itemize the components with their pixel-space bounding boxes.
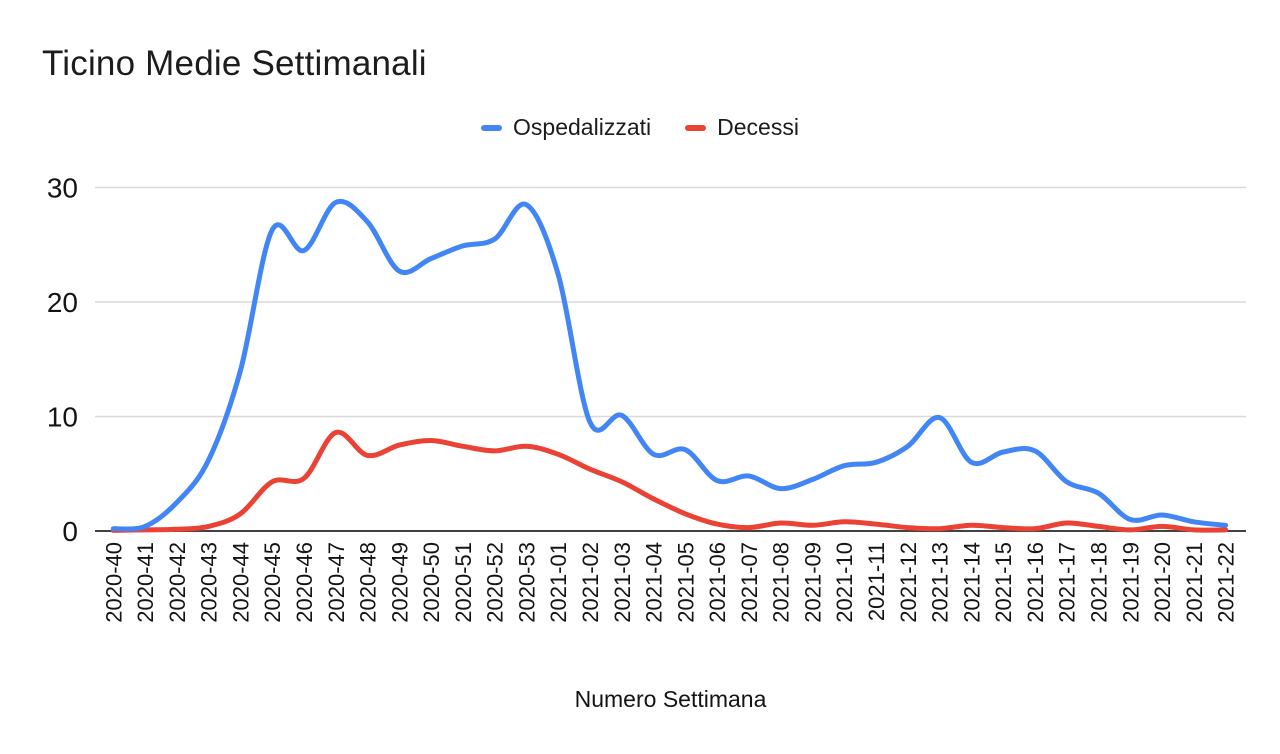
x-tick-label-2021-08: 2021-08 — [769, 542, 794, 623]
x-tick-label-2021-20: 2021-20 — [1150, 542, 1175, 623]
x-tick-label-2021-21: 2021-21 — [1182, 542, 1207, 623]
legend-item-decessi: Decessi — [685, 114, 799, 141]
x-tick-label-2021-01: 2021-01 — [546, 542, 571, 623]
x-tick-label-2021-07: 2021-07 — [737, 542, 762, 623]
y-tick-label-0: 0 — [62, 516, 78, 547]
x-tick-label-2020-45: 2020-45 — [260, 542, 285, 623]
x-tick-label-2021-10: 2021-10 — [832, 542, 857, 623]
x-tick-label-2020-51: 2020-51 — [451, 542, 476, 623]
y-tick-label-30: 30 — [47, 173, 78, 204]
x-tick-label-2020-53: 2020-53 — [514, 542, 539, 623]
x-tick-label-2021-03: 2021-03 — [610, 542, 635, 623]
x-tick-label-2020-46: 2020-46 — [292, 542, 317, 623]
x-tick-label-2020-40: 2020-40 — [101, 542, 126, 623]
x-axis-title: Numero Settimana — [574, 686, 767, 712]
x-tick-label-2021-02: 2021-02 — [578, 542, 603, 623]
series-line-ospedalizzati — [110, 198, 1229, 532]
x-tick-label-2020-42: 2020-42 — [165, 542, 190, 623]
x-tick-label-2020-43: 2020-43 — [197, 542, 222, 623]
x-tick-label-2021-12: 2021-12 — [896, 542, 921, 623]
x-tick-label-2021-19: 2021-19 — [1118, 542, 1143, 623]
x-tick-label-2021-06: 2021-06 — [705, 542, 730, 623]
x-tick-label-2020-49: 2020-49 — [387, 542, 412, 623]
legend-item-ospedalizzati: Ospedalizzati — [481, 114, 651, 141]
legend-label-ospedalizzati: Ospedalizzati — [513, 114, 652, 140]
x-tick-label-2021-16: 2021-16 — [1023, 542, 1048, 623]
series-line-decessi — [110, 429, 1229, 533]
x-tick-label-2021-05: 2021-05 — [673, 542, 698, 623]
x-tick-label-2020-48: 2020-48 — [356, 542, 381, 623]
x-tick-label-2021-11: 2021-11 — [864, 542, 889, 621]
x-tick-label-2021-18: 2021-18 — [1087, 542, 1112, 623]
x-tick-label-2020-41: 2020-41 — [133, 542, 158, 623]
ospedalizzati-line-swatch-icon — [481, 124, 503, 131]
x-tick-label-2021-17: 2021-17 — [1055, 542, 1080, 623]
decessi-line-swatch-icon — [685, 124, 707, 131]
x-tick-label-2020-44: 2020-44 — [228, 542, 253, 623]
x-tick-label-2020-47: 2020-47 — [324, 542, 349, 623]
x-tick-label-2021-09: 2021-09 — [801, 542, 826, 623]
x-tick-label-2021-13: 2021-13 — [928, 542, 953, 623]
x-tick-label-2021-15: 2021-15 — [991, 542, 1016, 623]
legend-label-decessi: Decessi — [717, 114, 799, 140]
y-tick-label-20: 20 — [47, 287, 78, 318]
y-tick-label-10: 10 — [47, 402, 78, 433]
x-tick-label-2021-22: 2021-22 — [1214, 542, 1239, 623]
chart-title: Ticino Medie Settimanali — [42, 44, 427, 83]
x-tick-label-2021-14: 2021-14 — [959, 542, 984, 623]
x-tick-label-2020-50: 2020-50 — [419, 542, 444, 623]
legend: Ospedalizzati Decessi — [0, 114, 1280, 141]
x-tick-label-2021-04: 2021-04 — [642, 542, 667, 623]
x-tick-label-2020-52: 2020-52 — [483, 542, 508, 623]
